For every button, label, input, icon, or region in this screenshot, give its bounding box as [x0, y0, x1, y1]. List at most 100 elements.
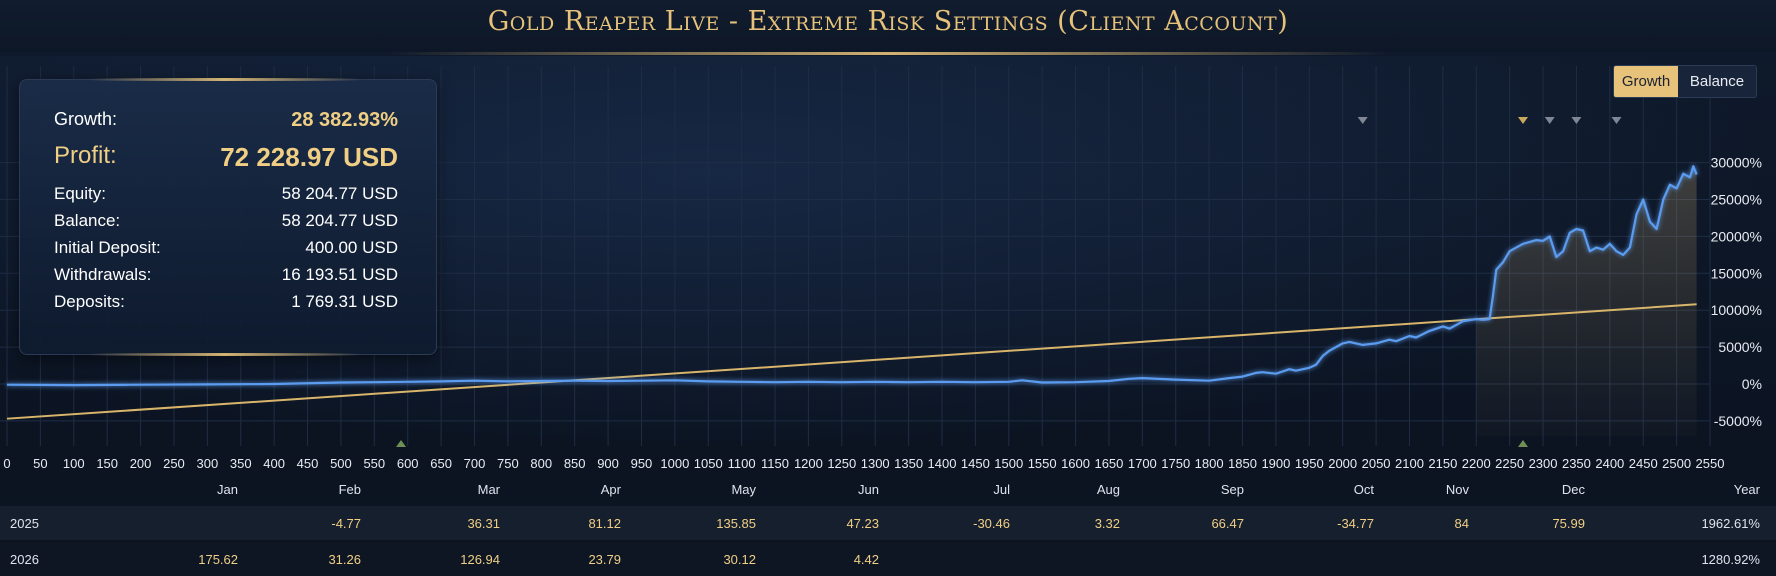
month-header: Oct — [1353, 482, 1374, 497]
month-return-cell: 31.26 — [328, 552, 361, 567]
top-event-marker — [1611, 117, 1622, 124]
chart-mode-toggle[interactable]: Growth Balance — [1613, 65, 1757, 98]
page-title: Gold Reaper Live - Extreme Risk Settings… — [487, 6, 1289, 37]
y-tick-label: 10000% — [1711, 302, 1762, 318]
balance-toggle-button[interactable]: Balance — [1678, 66, 1756, 97]
growth-toggle-button[interactable]: Growth — [1614, 66, 1678, 97]
y-tick-label: 20000% — [1711, 228, 1762, 244]
equity-row: Equity: 58 204.77 USD — [54, 184, 398, 204]
month-return-cell: -30.46 — [973, 516, 1010, 531]
x-tick-label: 1150 — [761, 456, 789, 470]
month-return-cell: 36.31 — [467, 516, 500, 531]
month-return-cell: 23.79 — [588, 552, 621, 567]
x-tick-label: 500 — [330, 456, 352, 470]
year-total-cell: 1962.61% — [1701, 516, 1760, 531]
x-tick-label: 1600 — [1061, 456, 1090, 470]
month-return-cell: -4.77 — [331, 516, 361, 531]
title-bar: Gold Reaper Live - Extreme Risk Settings… — [0, 0, 1776, 52]
deposits-value: 1 769.31 USD — [291, 292, 398, 311]
month-header: Dec — [1561, 482, 1585, 497]
month-return-cell: 81.12 — [588, 516, 621, 531]
x-tick-label: 400 — [263, 456, 285, 470]
profit-row: Profit: 72 228.97 USD — [54, 142, 398, 173]
x-tick-label: 2550 — [1696, 456, 1725, 470]
y-tick-label: 0% — [1742, 376, 1762, 392]
x-tick-label: 2300 — [1529, 456, 1558, 470]
top-event-marker — [1544, 117, 1555, 124]
month-header: May — [731, 482, 756, 497]
month-header: Jan — [217, 482, 238, 497]
trend-line — [6, 303, 1697, 420]
y-tick-label: 30000% — [1711, 155, 1762, 171]
month-return-cell: 4.42 — [853, 552, 879, 567]
month-header: Apr — [600, 482, 621, 497]
initial-deposit-label: Initial Deposit: — [54, 238, 161, 257]
withdrawals-label: Withdrawals: — [54, 265, 152, 284]
month-return-cell: 66.47 — [1211, 516, 1244, 531]
x-tick-label: 850 — [564, 456, 586, 470]
x-tick-label: 900 — [597, 456, 619, 470]
table-row: 2025 -4.77 36.31 81.12 135.85 47.23 -30.46 3.32… — [0, 506, 1776, 540]
x-tick-label: 2400 — [1595, 456, 1624, 470]
x-tick-label: 1450 — [961, 456, 990, 470]
bottom-event-marker — [1518, 440, 1529, 447]
month-return-cell: 175.62 — [198, 552, 238, 567]
top-event-marker — [1518, 117, 1529, 124]
x-tick-label: 1750 — [1161, 456, 1190, 470]
x-tick-label: 350 — [230, 456, 252, 470]
growth-chart: 0 50 100 150 200 250 300 350 400 450 500 550 600 650 7… — [0, 66, 1762, 470]
month-return-cell: 126.94 — [460, 552, 500, 567]
month-header: Mar — [477, 482, 500, 497]
x-tick-label: 1400 — [928, 456, 957, 470]
x-tick-label: 2050 — [1362, 456, 1391, 470]
x-tick-label: 2100 — [1395, 456, 1424, 470]
y-tick-label: 15000% — [1711, 265, 1762, 281]
x-tick-label: 1200 — [794, 456, 823, 470]
growth-area-fill — [1476, 166, 1697, 436]
profit-label: Profit: — [54, 142, 117, 169]
x-tick-label: 750 — [497, 456, 519, 470]
growth-label: Growth: — [54, 109, 118, 129]
month-return-cell: 84 — [1454, 516, 1469, 531]
month-header: Sep — [1220, 482, 1244, 497]
initial-deposit-value: 400.00 USD — [305, 238, 398, 257]
x-tick-label: 1950 — [1295, 456, 1324, 470]
x-tick-label: 1250 — [827, 456, 856, 470]
y-tick-label: 5000% — [1718, 339, 1762, 355]
stats-panel: Growth: 28 382.93% Profit: 72 228.97 USD… — [19, 78, 437, 356]
x-tick-label: 2000 — [1328, 456, 1357, 470]
x-tick-label: 1650 — [1094, 456, 1123, 470]
x-tick-label: 1100 — [728, 456, 756, 470]
title-divider — [388, 52, 1388, 55]
monthly-returns-table: 2025 -4.77 36.31 81.12 135.85 47.23 -30.46 3.32… — [0, 474, 1776, 576]
profit-value: 72 228.97 USD — [220, 142, 398, 172]
month-header: Year — [1733, 482, 1760, 497]
initial-deposit-row: Initial Deposit: 400.00 USD — [54, 238, 398, 258]
deposits-label: Deposits: — [54, 292, 125, 311]
growth-value: 28 382.93% — [291, 109, 398, 131]
month-return-cell: 75.99 — [1552, 516, 1585, 531]
x-tick-label: 1850 — [1228, 456, 1257, 470]
x-tick-label: 650 — [430, 456, 452, 470]
top-event-marker — [1357, 117, 1368, 124]
x-tick-label: 600 — [397, 456, 419, 470]
x-tick-label: 2350 — [1562, 456, 1591, 470]
x-tick-label: 950 — [631, 456, 653, 470]
x-tick-label: 250 — [163, 456, 185, 470]
x-tick-label: 1900 — [1261, 456, 1290, 470]
y-tick-label: -5000% — [1714, 413, 1762, 429]
month-return-cell: 47.23 — [846, 516, 879, 531]
y-tick-label: 25000% — [1711, 192, 1762, 208]
x-tick-label: 300 — [197, 456, 219, 470]
month-return-cell: 30.12 — [723, 552, 756, 567]
growth-line — [6, 165, 1698, 387]
x-tick-label: 700 — [464, 456, 486, 470]
x-tick-label: 550 — [363, 456, 385, 470]
equity-value: 58 204.77 USD — [281, 184, 398, 203]
x-tick-label: 50 — [33, 456, 47, 470]
x-tick-label: 2200 — [1462, 456, 1491, 470]
year-label: 2025 — [10, 516, 39, 531]
x-tick-label: 1700 — [1128, 456, 1157, 470]
growth-row: Growth: 28 382.93% — [54, 109, 398, 132]
x-tick-label: 2500 — [1662, 456, 1691, 470]
